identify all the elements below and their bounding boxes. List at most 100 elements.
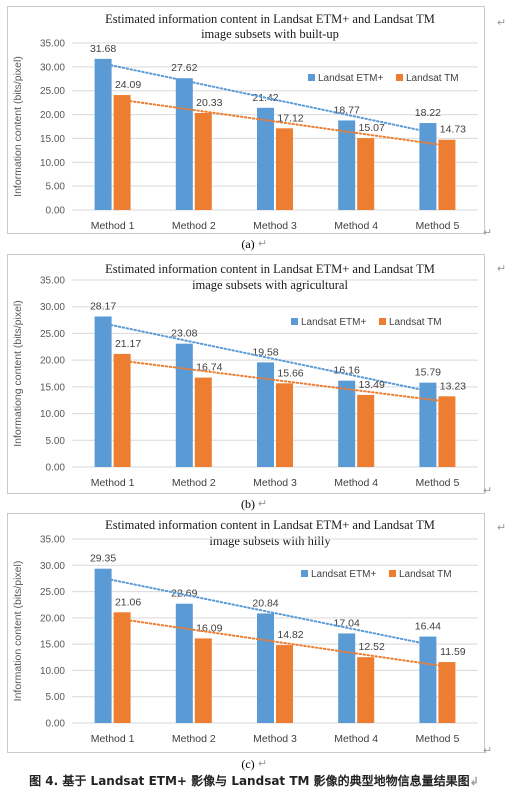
- y-tick-label: 15.00: [40, 640, 65, 651]
- edit-mark-1: ↵: [497, 17, 507, 29]
- bar: [194, 112, 212, 210]
- bar: [338, 633, 356, 723]
- y-tick-label: 30.00: [40, 561, 65, 572]
- bar: [257, 613, 274, 723]
- bar: [419, 123, 437, 210]
- y-tick-label: 5.00: [46, 182, 66, 193]
- y-tick-label: 15.00: [40, 134, 65, 145]
- y-tick-label: 30.00: [40, 62, 65, 73]
- data-label: 16.44: [415, 621, 441, 633]
- bar: [175, 78, 193, 211]
- bar: [113, 612, 131, 723]
- edit-mark-7: ↵: [497, 522, 507, 534]
- chart-panel-c: Estimated information content in Landsat…: [7, 513, 485, 753]
- legend-label: Landsat ETM+: [311, 569, 376, 580]
- bar: [113, 95, 131, 210]
- x-category-label: Method 4: [334, 733, 378, 745]
- bar: [419, 636, 437, 723]
- data-label: 16.16: [334, 365, 360, 377]
- y-tick-label: 10.00: [40, 158, 65, 169]
- x-category-label: Method 1: [91, 733, 135, 745]
- legend-swatch: [308, 74, 315, 81]
- x-category-label: Method 2: [172, 477, 216, 489]
- data-label: 28.17: [90, 300, 116, 312]
- legend-label: Landsat TM: [406, 73, 459, 84]
- x-category-label: Method 4: [334, 477, 378, 489]
- y-tick-label: 35.00: [40, 535, 65, 546]
- legend-label: Landsat TM: [389, 317, 442, 328]
- legend-swatch: [379, 318, 386, 325]
- y-tick-label: 35.00: [40, 276, 65, 287]
- trendline: [121, 359, 448, 403]
- y-tick-label: 25.00: [40, 86, 65, 97]
- trendline: [121, 98, 448, 147]
- y-axis-label: Informationg content (bits/pixel): [12, 300, 24, 447]
- chart-title-line-2: image subsets with hilly: [209, 534, 331, 548]
- data-label: 31.68: [90, 43, 116, 55]
- y-tick-label: 5.00: [46, 436, 66, 447]
- bar: [338, 380, 356, 467]
- data-label: 15.66: [277, 367, 303, 379]
- bar: [94, 58, 112, 211]
- data-label: 11.59: [440, 646, 466, 658]
- bar: [175, 603, 193, 723]
- x-category-label: Method 4: [334, 220, 378, 232]
- y-tick-label: 0.00: [46, 719, 66, 730]
- data-label: 24.09: [115, 79, 141, 91]
- data-label: 12.52: [359, 641, 385, 653]
- x-category-label: Method 3: [253, 733, 297, 745]
- y-axis-label: Information content (bits/pixel): [12, 561, 24, 702]
- bar: [276, 645, 293, 723]
- y-tick-label: 15.00: [40, 382, 65, 393]
- chart-panel-a: Estimated information content in Landsat…: [7, 6, 485, 234]
- bar: [113, 353, 131, 467]
- chart-a-svg: Estimated information content in Landsat…: [12, 12, 478, 232]
- sublabel-c: (c): [241, 757, 255, 771]
- data-label: 21.17: [115, 338, 141, 350]
- data-label: 20.84: [252, 597, 278, 609]
- y-tick-label: 20.00: [40, 110, 65, 121]
- bar: [338, 120, 356, 210]
- bar: [357, 138, 375, 210]
- legend-label: Landsat ETM+: [318, 73, 383, 84]
- x-category-label: Method 2: [172, 733, 216, 745]
- chart-c-svg: Estimated information content in Landsat…: [12, 518, 478, 745]
- x-category-label: Method 5: [416, 733, 460, 745]
- y-tick-label: 30.00: [40, 302, 65, 313]
- bar: [357, 394, 375, 467]
- chart-panel-b: Estimated information content in Landsat…: [7, 254, 485, 494]
- data-label: 23.08: [171, 328, 197, 340]
- bar: [438, 139, 456, 210]
- bar: [257, 362, 274, 467]
- data-label: 13.23: [440, 380, 466, 392]
- x-category-label: Method 5: [416, 220, 460, 232]
- data-label: 13.49: [359, 379, 385, 391]
- x-category-label: Method 1: [91, 477, 135, 489]
- chart-b-svg: Estimated information content in Landsat…: [12, 262, 478, 489]
- chart-title-line-1: Estimated information content in Landsat…: [105, 12, 435, 26]
- bar: [194, 377, 212, 467]
- y-axis-label: Information content (bits/pixel): [12, 56, 24, 197]
- y-tick-label: 5.00: [46, 692, 66, 703]
- data-label: 18.22: [415, 107, 441, 119]
- data-label: 15.07: [359, 122, 385, 134]
- edit-mark-9: ↵: [258, 758, 268, 770]
- legend-swatch: [396, 74, 403, 81]
- edit-mark-end: ↲: [469, 776, 479, 788]
- data-label: 15.79: [415, 367, 441, 379]
- edit-mark-5: ↵: [483, 485, 493, 497]
- data-label: 14.82: [277, 629, 303, 641]
- edit-mark-8: ↵: [483, 745, 493, 757]
- data-label: 20.33: [196, 97, 222, 109]
- x-category-label: Method 5: [416, 477, 460, 489]
- data-label: 29.35: [90, 553, 116, 565]
- legend-swatch: [301, 570, 308, 577]
- x-category-label: Method 1: [91, 220, 135, 232]
- y-tick-label: 35.00: [40, 39, 65, 50]
- chart-title-line-2: image subsets with built-up: [201, 27, 339, 41]
- y-tick-label: 0.00: [46, 463, 66, 474]
- y-tick-label: 25.00: [40, 587, 65, 598]
- edit-mark-6: ↵: [258, 498, 268, 510]
- edit-mark-2: ↵: [483, 227, 493, 239]
- y-tick-label: 20.00: [40, 356, 65, 367]
